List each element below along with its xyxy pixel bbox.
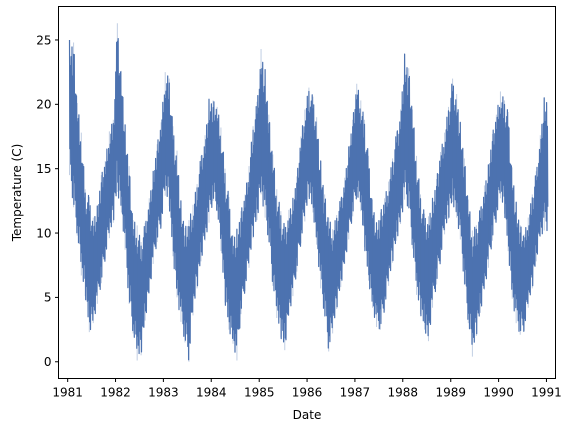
y-axis: 0 5 10 15 20 25 [36, 33, 59, 369]
x-tick-label: 1988 [387, 386, 418, 400]
y-tick-label: 10 [36, 226, 51, 240]
x-tick-label: 1991 [531, 386, 562, 400]
y-tick-label: 0 [44, 355, 52, 369]
x-tick-label: 1981 [52, 386, 83, 400]
x-axis: 1981 1982 1983 1984 1985 1986 1987 1988 1989 1990… [52, 378, 562, 400]
y-tick-label: 15 [36, 162, 51, 176]
x-tick-label: 1989 [435, 386, 466, 400]
x-tick-label: 1985 [244, 386, 275, 400]
x-tick-label: 1986 [292, 386, 323, 400]
plot-data [68, 23, 549, 362]
x-tick-label: 1987 [340, 386, 371, 400]
x-tick-label: 1982 [100, 386, 131, 400]
y-tick-label: 20 [36, 98, 51, 112]
x-tick-label: 1990 [483, 386, 514, 400]
x-axis-label: Date [293, 408, 322, 422]
y-axis-label: Temperature (C) [10, 144, 24, 243]
y-tick-label: 5 [44, 291, 52, 305]
x-tick-label: 1983 [148, 386, 179, 400]
temperature-series-line [68, 38, 549, 361]
x-tick-label: 1984 [196, 386, 227, 400]
y-tick-label: 25 [36, 33, 51, 47]
